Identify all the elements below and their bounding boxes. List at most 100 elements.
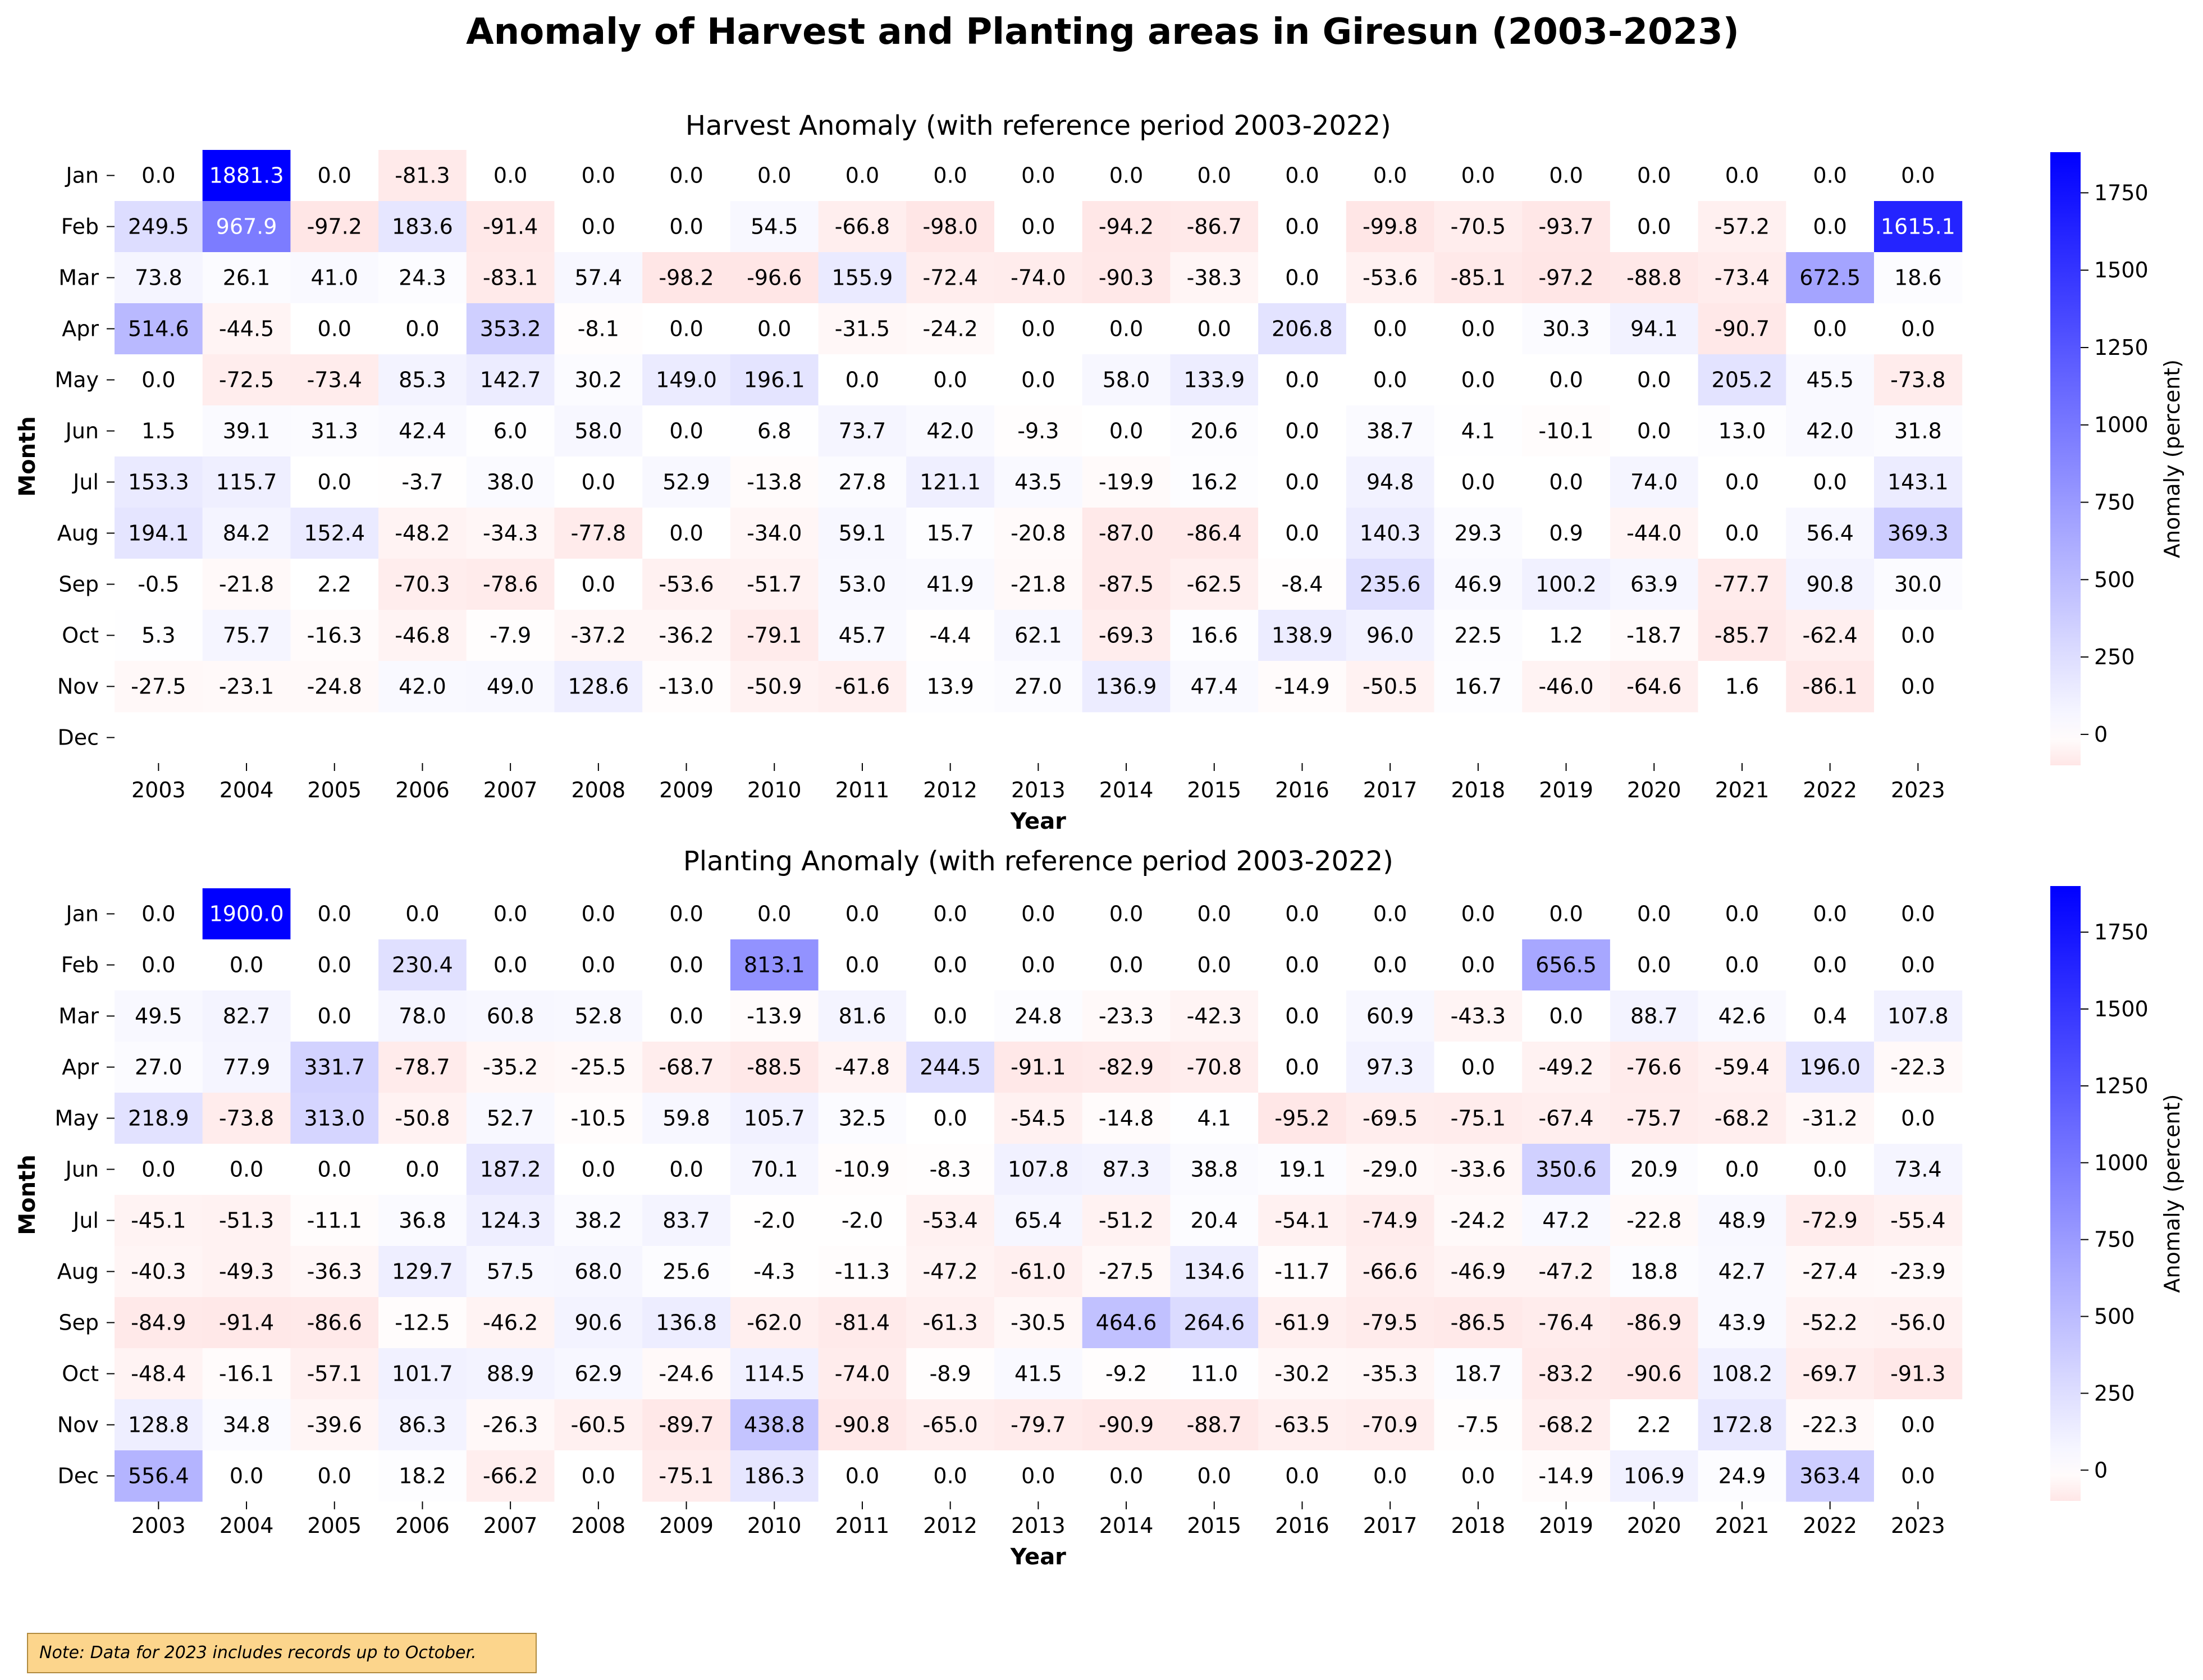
heatmap-cell — [994, 1195, 1083, 1247]
heatmap-cell — [1698, 1297, 1786, 1349]
cell-value-label: 0.0 — [318, 163, 351, 188]
cell-value-label: 0.0 — [230, 1464, 263, 1489]
cell-value-label: 5.3 — [141, 623, 175, 648]
y-tick-label: Aug — [57, 521, 99, 546]
heatmap-cell — [1786, 405, 1875, 457]
cell-value-label: 0.0 — [141, 163, 175, 188]
cell-value-label: 0.0 — [1549, 470, 1583, 495]
heatmap-cell — [1610, 1195, 1699, 1247]
cell-value-label: 0.0 — [1901, 1106, 1935, 1131]
cell-value-label: -24.8 — [307, 674, 362, 699]
cell-value-label: -70.5 — [1451, 214, 1506, 239]
heatmap-cell — [554, 354, 643, 406]
cell-value-label: 353.2 — [480, 317, 541, 341]
heatmap-cell — [1698, 354, 1786, 406]
cell-value-label: -53.4 — [922, 1208, 977, 1233]
heatmap-cell — [1522, 559, 1611, 610]
heatmap-cell — [115, 354, 203, 406]
cell-value-label: 20.6 — [1190, 419, 1238, 444]
heatmap-cell — [115, 939, 203, 991]
cell-value-label: 90.6 — [575, 1311, 623, 1335]
cell-value-label: 1615.1 — [1881, 214, 1955, 239]
cell-value-label: 24.3 — [399, 266, 446, 290]
cell-value-label: 88.7 — [1630, 1004, 1678, 1029]
cell-value-label: -74.9 — [1363, 1208, 1418, 1233]
heatmap-cell — [1170, 559, 1259, 610]
cell-value-label: -50.5 — [1363, 674, 1418, 699]
heatmap-cell — [1170, 252, 1259, 304]
cell-value-label: -63.5 — [1274, 1413, 1329, 1437]
cell-value-label: -40.3 — [131, 1259, 186, 1284]
heatmap-cell — [906, 456, 995, 508]
cell-value-label: -21.8 — [219, 572, 274, 597]
cell-value-label: 124.3 — [480, 1208, 541, 1233]
heatmap-cell — [202, 1246, 291, 1298]
heatmap-cell — [1258, 1297, 1347, 1349]
heatmap-cell — [1434, 1246, 1523, 1298]
heatmap-cell — [1874, 252, 1963, 304]
heatmap-cell — [1434, 1042, 1523, 1093]
heatmap-cell — [1698, 1246, 1786, 1298]
cell-value-label: -19.9 — [1099, 470, 1154, 495]
cell-value-label: 0.0 — [318, 953, 351, 978]
heatmap-cell — [290, 559, 379, 610]
cell-value-label: 0.0 — [933, 1464, 967, 1489]
x-tick-label: 2023 — [1891, 778, 1945, 802]
heatmap-cell — [1610, 252, 1699, 304]
heatmap-cell — [378, 201, 467, 253]
heatmap-cell — [994, 661, 1083, 713]
cell-value-label: 0.0 — [669, 902, 703, 926]
heatmap-cell — [730, 252, 819, 304]
x-tick-label: 2019 — [1539, 778, 1593, 802]
cell-value-label: -24.6 — [659, 1362, 714, 1386]
heatmap-cell — [115, 303, 203, 355]
cell-value-label: -73.4 — [307, 368, 362, 392]
cell-value-label: 49.5 — [135, 1004, 182, 1029]
cell-value-label: 244.5 — [920, 1055, 981, 1080]
heatmap-cell — [554, 559, 643, 610]
heatmap-cell — [1082, 610, 1171, 661]
cell-value-label: -8.9 — [930, 1362, 971, 1386]
cell-value-label: -86.4 — [1187, 521, 1242, 546]
cell-value-label: -84.9 — [131, 1311, 186, 1335]
cell-value-label: -11.1 — [307, 1208, 362, 1233]
cell-value-label: 88.9 — [487, 1362, 534, 1386]
heatmap-cell — [1874, 939, 1963, 991]
cell-value-label: -79.5 — [1363, 1311, 1418, 1335]
heatmap-cell — [1346, 1144, 1434, 1195]
y-tick-label: Jan — [65, 902, 99, 926]
heatmap-cell — [1522, 405, 1611, 457]
cell-value-label: 86.3 — [399, 1413, 446, 1437]
cell-value-label: 0.0 — [1021, 1464, 1055, 1489]
heatmap-cell — [554, 1246, 643, 1298]
heatmap-cell — [1610, 888, 1699, 940]
heatmap-cell — [1698, 508, 1786, 559]
cell-value-label: 0.0 — [1813, 163, 1847, 188]
heatmap-cell — [1522, 1399, 1611, 1451]
heatmap-cell — [1082, 1297, 1171, 1349]
heatmap-panel: Planting Anomaly (with reference period … — [15, 846, 2184, 1570]
cell-value-label: 136.8 — [656, 1311, 717, 1335]
cell-value-label: 0.0 — [1285, 1004, 1319, 1029]
heatmap-cell — [642, 1246, 731, 1298]
heatmap-cell — [1082, 303, 1171, 355]
cell-value-label: -4.4 — [930, 623, 971, 648]
heatmap-panel: Harvest Anomaly (with reference period 2… — [15, 110, 2184, 834]
heatmap-cell — [554, 1042, 643, 1093]
x-tick-label: 2023 — [1891, 1513, 1945, 1538]
cell-value-label: -35.3 — [1363, 1362, 1418, 1386]
heatmap-cell — [1082, 508, 1171, 559]
cell-value-label: 153.3 — [128, 470, 189, 495]
heatmap-cell — [378, 888, 467, 940]
cell-value-label: 84.2 — [223, 521, 271, 546]
cell-value-label: 48.9 — [1718, 1208, 1766, 1233]
heatmap-cell — [1082, 559, 1171, 610]
cell-value-label: 73.7 — [839, 419, 886, 444]
heatmap-cell — [1170, 1297, 1259, 1349]
cell-value-label: -25.5 — [571, 1055, 626, 1080]
cell-value-label: -88.8 — [1626, 266, 1681, 290]
heatmap-cell — [378, 1093, 467, 1144]
cell-value-label: 0.0 — [1901, 317, 1935, 341]
y-tick-label: Jun — [65, 1157, 99, 1182]
heatmap-cell — [1874, 354, 1963, 406]
